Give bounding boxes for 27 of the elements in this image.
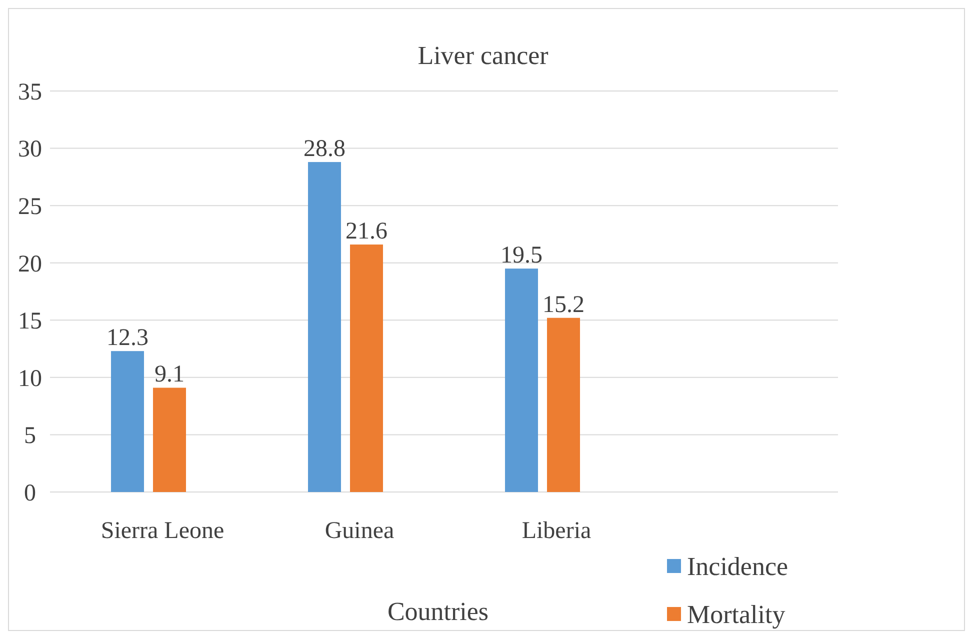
data-label: 12.3 xyxy=(106,325,148,352)
y-tick-label: 15 xyxy=(18,308,42,335)
data-label: 19.5 xyxy=(500,242,542,269)
bar xyxy=(153,388,186,492)
y-tick-label: 5 xyxy=(24,423,36,450)
bar xyxy=(111,351,144,492)
y-tick-label: 10 xyxy=(18,366,42,392)
data-label: 9.1 xyxy=(154,362,184,388)
chart-title: Liver cancer xyxy=(418,41,549,70)
bar xyxy=(547,318,580,492)
y-tick-label: 30 xyxy=(18,136,42,163)
x-tick-label: Sierra Leone xyxy=(100,518,224,544)
x-axis-title: Countries xyxy=(387,597,489,626)
y-tick-label: 0 xyxy=(24,480,36,506)
data-label: 21.6 xyxy=(346,218,388,245)
bar xyxy=(350,244,383,492)
x-tick-label: Liberia xyxy=(522,518,592,544)
bar xyxy=(505,268,538,492)
x-tick-label: Guinea xyxy=(324,518,394,544)
data-label: 15.2 xyxy=(542,292,584,318)
legend-label: Mortality xyxy=(687,600,786,630)
data-label: 28.8 xyxy=(304,136,346,162)
y-tick-label: 20 xyxy=(18,251,42,278)
y-tick-label: 25 xyxy=(18,194,42,220)
y-tick-label: 35 xyxy=(18,79,42,106)
bar xyxy=(308,162,341,492)
legend-label: Incidence xyxy=(687,552,788,582)
